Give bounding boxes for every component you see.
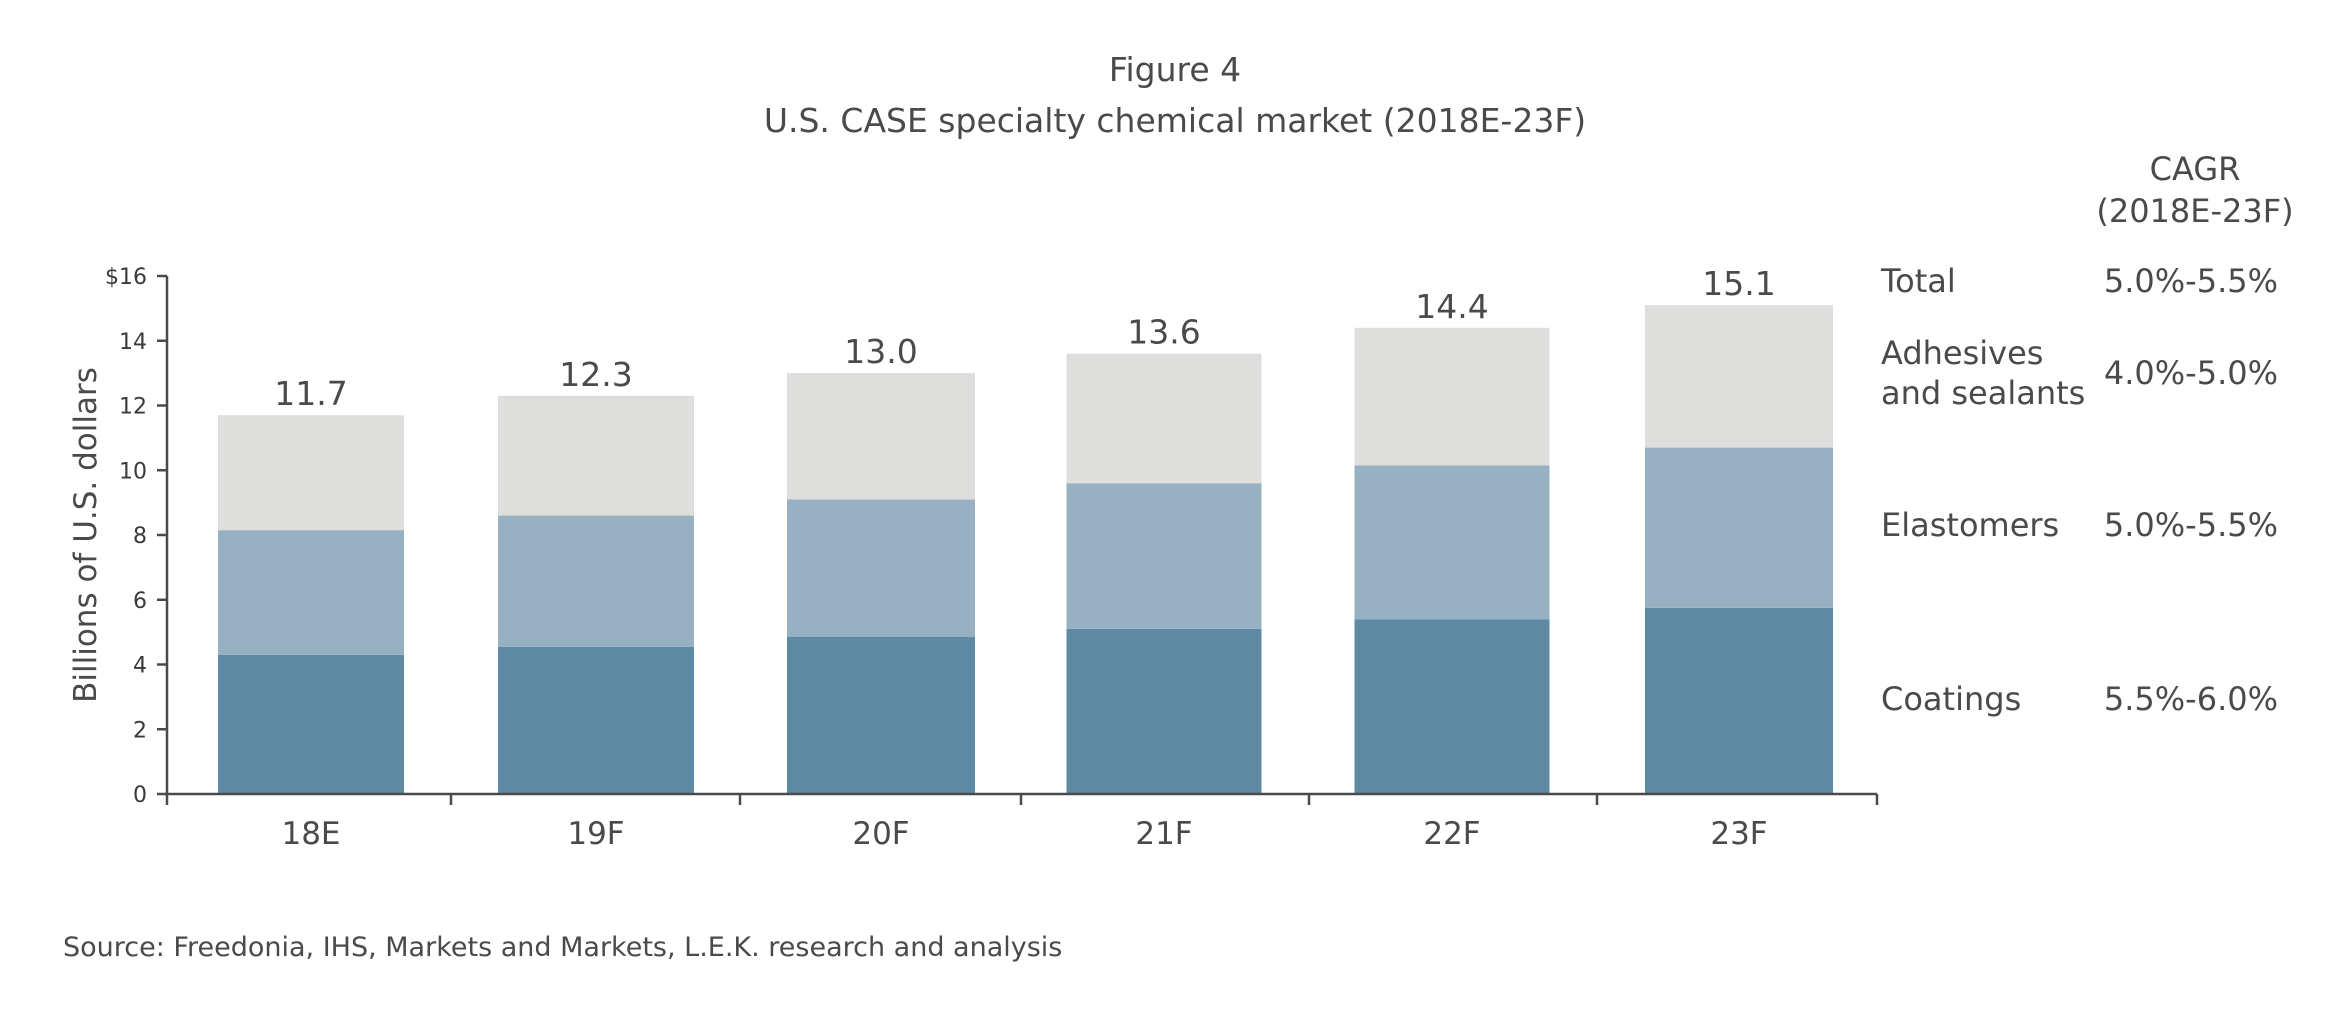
y-tick-label-6: 12 (119, 395, 147, 420)
y-tick-label-4: 8 (133, 524, 147, 549)
total-label-22F: 14.4 (1415, 287, 1488, 326)
bar-21F-series-0 (1066, 628, 1262, 794)
y-tick-label-2: 4 (133, 654, 147, 679)
cagr-value-0: 5.0%-5.5% (2104, 262, 2278, 300)
x-tick-label-18E: 18E (281, 816, 340, 852)
totals-layer: 11.7 12.3 13.0 13.6 14.4 15.1 (274, 264, 1775, 413)
legend-label-2-line-0: Elastomers (1881, 506, 2059, 544)
bar-20F-series-2 (787, 373, 975, 500)
source-note: Source: Freedonia, IHS, Markets and Mark… (63, 932, 1062, 963)
legend-layer: CAGR (2018E-23F) Total 5.0%-5.5% Adhesivesan… (1880, 150, 2294, 718)
bar-19F-series-1 (498, 515, 694, 647)
bar-23F-series-2 (1645, 305, 1833, 448)
bar-20F-series-0 (787, 636, 975, 794)
y-axis-label: Billions of U.S. dollars (68, 367, 104, 703)
x-tick-label-20F: 20F (852, 816, 909, 852)
y-tick-label-3: 6 (133, 589, 147, 614)
y-tick-label-5: 10 (119, 459, 147, 484)
chart-title: Figure 4 (1109, 50, 1241, 89)
y-tick-label-7: 14 (119, 330, 147, 355)
bar-19F-series-2 (498, 395, 694, 516)
bars-layer (218, 305, 1833, 794)
legend-label-1-line-0: Adhesives (1881, 334, 2043, 372)
cagr-value-2: 5.0%-5.5% (2104, 506, 2278, 544)
bar-22F-series-0 (1354, 619, 1550, 794)
total-label-20F: 13.0 (844, 332, 917, 371)
total-label-18E: 11.7 (274, 374, 347, 413)
y-tick-label-1: 2 (133, 718, 147, 743)
legend-label-1-line-1: and sealants (1881, 374, 2085, 412)
bar-18E-series-0 (218, 654, 404, 794)
x-tick-label-19F: 19F (567, 816, 624, 852)
total-label-23F: 15.1 (1702, 264, 1775, 303)
axes-layer: 0 2 4 6 8 10 12 14 $16 18E 19F 20F 21F 22F 23F (105, 265, 1879, 852)
total-label-19F: 12.3 (559, 355, 632, 394)
bar-18E-series-1 (218, 530, 404, 655)
bar-18E-series-2 (218, 415, 404, 531)
chart-subtitle: U.S. CASE specialty chemical market (201… (764, 101, 1586, 140)
bar-20F-series-1 (787, 499, 975, 637)
bar-23F-series-1 (1645, 447, 1833, 608)
x-tick-label-22F: 22F (1423, 816, 1480, 852)
bar-22F-series-2 (1354, 327, 1550, 466)
x-tick-label-21F: 21F (1135, 816, 1192, 852)
cagr-header-line-0: CAGR (2150, 150, 2241, 188)
bar-23F-series-0 (1645, 607, 1833, 794)
bar-21F-series-1 (1066, 483, 1262, 629)
legend-label-0-line-0: Total (1880, 262, 1956, 300)
bar-22F-series-1 (1354, 465, 1550, 620)
bar-19F-series-0 (498, 646, 694, 794)
total-label-21F: 13.6 (1127, 313, 1200, 352)
legend-label-3-line-0: Coatings (1881, 680, 2021, 718)
cagr-value-1: 4.0%-5.0% (2104, 354, 2278, 392)
cagr-value-3: 5.5%-6.0% (2104, 680, 2278, 718)
bar-21F-series-2 (1066, 353, 1262, 484)
cagr-header-line-1: (2018E-23F) (2096, 192, 2293, 230)
y-tick-label-8: $16 (105, 265, 147, 290)
x-tick-label-23F: 23F (1710, 816, 1767, 852)
y-tick-label-0: 0 (133, 783, 147, 808)
